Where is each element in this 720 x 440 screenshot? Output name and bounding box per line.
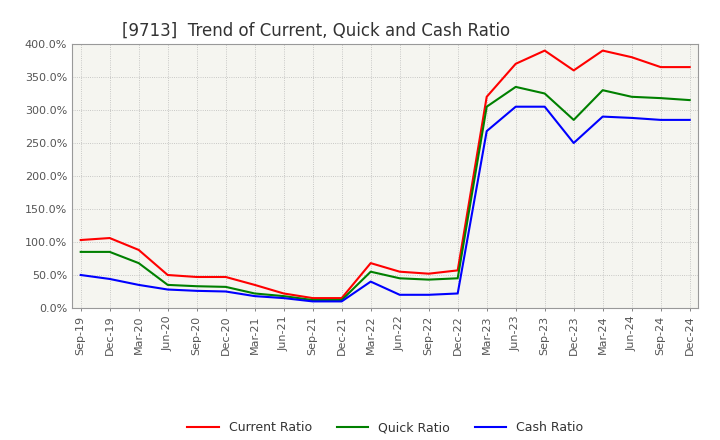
Current Ratio [570,68,578,73]
Current Ratio [511,61,520,66]
Cash Ratio [424,292,433,297]
Quick Ratio [338,297,346,303]
Current Ratio [221,275,230,280]
Cash Ratio [163,287,172,292]
Cash Ratio [454,291,462,296]
Quick Ratio [657,95,665,101]
Current Ratio [482,94,491,99]
Current Ratio [338,296,346,301]
Cash Ratio [685,117,694,122]
Quick Ratio [482,104,491,109]
Current Ratio [251,282,259,288]
Legend: Current Ratio, Quick Ratio, Cash Ratio: Current Ratio, Quick Ratio, Cash Ratio [182,416,588,439]
Cash Ratio [192,288,201,293]
Cash Ratio [366,279,375,284]
Current Ratio [598,48,607,53]
Text: [9713]  Trend of Current, Quick and Cash Ratio: [9713] Trend of Current, Quick and Cash … [122,22,510,40]
Current Ratio [135,247,143,253]
Quick Ratio [570,117,578,122]
Current Ratio [541,48,549,53]
Quick Ratio [308,297,317,303]
Quick Ratio [192,284,201,289]
Quick Ratio [76,249,85,254]
Current Ratio [685,64,694,70]
Quick Ratio [598,88,607,93]
Current Ratio [279,291,288,296]
Quick Ratio [454,275,462,281]
Line: Quick Ratio: Quick Ratio [81,87,690,300]
Cash Ratio [135,282,143,288]
Cash Ratio [338,299,346,304]
Quick Ratio [279,293,288,299]
Cash Ratio [308,299,317,304]
Quick Ratio [135,260,143,266]
Cash Ratio [251,293,259,299]
Current Ratio [627,55,636,60]
Current Ratio [308,296,317,301]
Cash Ratio [657,117,665,122]
Quick Ratio [221,284,230,290]
Line: Cash Ratio: Cash Ratio [81,106,690,301]
Current Ratio [395,269,404,275]
Current Ratio [76,238,85,243]
Cash Ratio [76,272,85,278]
Current Ratio [105,235,114,241]
Quick Ratio [627,94,636,99]
Quick Ratio [541,91,549,96]
Line: Current Ratio: Current Ratio [81,51,690,298]
Quick Ratio [105,249,114,254]
Quick Ratio [685,97,694,103]
Cash Ratio [598,114,607,119]
Current Ratio [366,260,375,266]
Quick Ratio [163,282,172,288]
Cash Ratio [511,104,520,109]
Current Ratio [192,275,201,280]
Cash Ratio [279,296,288,301]
Current Ratio [163,272,172,278]
Cash Ratio [541,104,549,109]
Current Ratio [424,271,433,276]
Quick Ratio [251,291,259,296]
Cash Ratio [105,276,114,282]
Cash Ratio [570,140,578,146]
Current Ratio [657,64,665,70]
Cash Ratio [395,292,404,297]
Cash Ratio [627,115,636,121]
Cash Ratio [482,128,491,134]
Quick Ratio [511,84,520,90]
Quick Ratio [424,277,433,282]
Quick Ratio [395,275,404,281]
Cash Ratio [221,289,230,294]
Quick Ratio [366,269,375,275]
Current Ratio [454,268,462,273]
